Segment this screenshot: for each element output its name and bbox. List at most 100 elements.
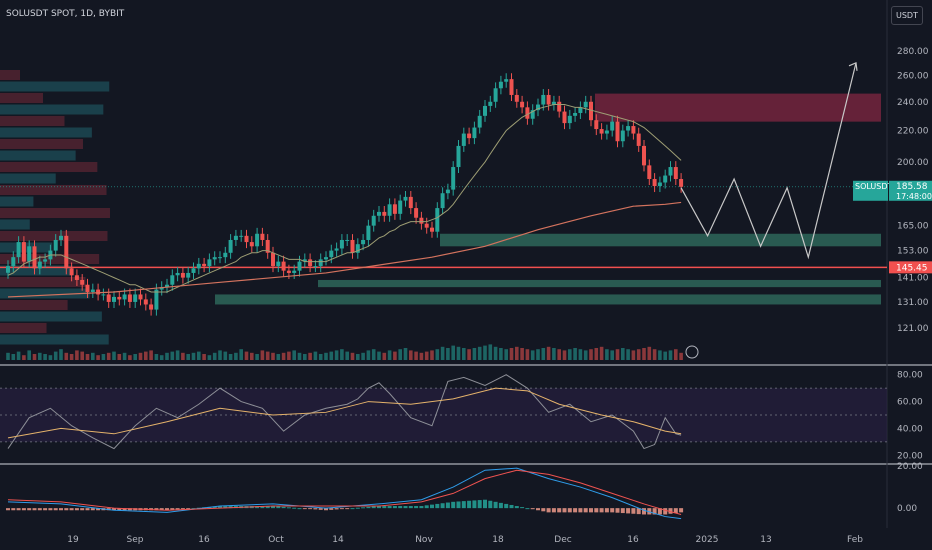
rsi-tick-label: 20.00 (897, 451, 923, 461)
candle (16, 242, 21, 258)
volume-bar (642, 348, 646, 360)
candle (281, 261, 286, 271)
volume-bar (371, 349, 376, 360)
macd-histogram-bar (615, 508, 620, 513)
candle (186, 272, 191, 278)
volume-profile-bar (0, 231, 108, 241)
macd-histogram-bar (440, 503, 445, 509)
volume-bar (59, 349, 63, 360)
price-tick-label: 141.00 (897, 274, 929, 284)
macd-histogram-bar (286, 507, 291, 509)
candle (430, 227, 434, 232)
macd-histogram-bar (657, 508, 662, 515)
candle (53, 239, 58, 251)
candle (541, 94, 546, 105)
macd-tick-label: 20.00 (897, 462, 923, 472)
macd-histogram-bar (59, 508, 63, 511)
volume-bar (356, 354, 360, 360)
volume-bar (382, 352, 387, 360)
candle (456, 145, 461, 168)
macd-histogram-bar (371, 506, 376, 509)
signal-line (7, 469, 682, 515)
macd-histogram-bar (355, 507, 360, 509)
candle (509, 79, 514, 95)
candle (679, 179, 684, 187)
price-tick-label: 165.00 (897, 222, 929, 232)
rsi-tick-label: 40.00 (897, 424, 923, 434)
time-tick-label: Dec (554, 535, 571, 545)
macd-histogram-bar (679, 508, 684, 513)
volume-profile-bar (0, 242, 53, 253)
volume-bar (202, 354, 206, 360)
macd-histogram-bar (520, 507, 525, 509)
volume-bar (96, 355, 100, 360)
macd-histogram-bar (642, 508, 646, 515)
volume-bar (340, 349, 344, 360)
candle (440, 193, 445, 209)
macd-histogram-bar (218, 506, 222, 509)
volume-bar (255, 354, 259, 360)
time-tick-label: 16 (198, 535, 210, 545)
candle (106, 294, 111, 302)
volume-profile-bar (0, 311, 102, 322)
macd-histogram-bar (557, 508, 562, 513)
currency-button[interactable]: USDT (891, 6, 923, 25)
macd-histogram-bar (424, 505, 429, 509)
volume-bar (16, 351, 21, 360)
candle (403, 196, 408, 201)
volume-bar (546, 346, 551, 360)
volume-bar (128, 355, 132, 360)
candle (546, 94, 551, 105)
candle (636, 133, 641, 146)
candle (583, 101, 588, 108)
volume-bar (636, 349, 641, 360)
candle (127, 294, 132, 302)
volume-profile-bar (0, 288, 90, 299)
candle (371, 215, 376, 226)
candle (663, 175, 668, 183)
candle (43, 259, 48, 262)
candle (398, 200, 403, 214)
volume-bar (647, 346, 652, 360)
price-tick-label: 280.00 (897, 47, 929, 57)
candle (578, 107, 583, 113)
macd-histogram-bar (186, 508, 191, 510)
candle (180, 272, 185, 278)
support-zone (440, 233, 881, 247)
macd-histogram-bar (281, 506, 286, 509)
level-price-value: 145.45 (896, 263, 928, 273)
macd-histogram-bar (313, 508, 318, 510)
macd-histogram-bar (514, 506, 519, 509)
volume-profile-bar (0, 162, 98, 172)
time-tick-label: 2025 (696, 535, 719, 545)
volume-bar (228, 354, 233, 360)
time-tick-label: Sep (127, 535, 144, 545)
candle (260, 233, 265, 240)
candle (249, 242, 254, 247)
rsi-ma-line (7, 387, 682, 439)
candle (85, 284, 90, 292)
replay-icon (685, 345, 699, 359)
candle (276, 261, 281, 267)
macd-histogram-bar (154, 508, 159, 511)
macd-tick-label: 0.00 (897, 504, 917, 514)
volume-bar (181, 352, 185, 360)
candle (223, 252, 228, 258)
candle (202, 263, 207, 267)
candle (647, 165, 652, 180)
volume-bar (218, 350, 222, 360)
candle (525, 107, 530, 119)
candle (504, 79, 509, 82)
candle (149, 304, 154, 310)
candle (96, 289, 101, 295)
volume-bar (48, 355, 53, 360)
volume-bar (117, 354, 122, 360)
volume-bar (403, 348, 408, 360)
volume-bar (679, 352, 683, 360)
candle (59, 235, 63, 240)
macd-histogram-bar (276, 506, 281, 509)
volume-bar (212, 352, 217, 360)
ma-fast-line (7, 104, 682, 293)
macd-histogram-bar (170, 508, 175, 510)
